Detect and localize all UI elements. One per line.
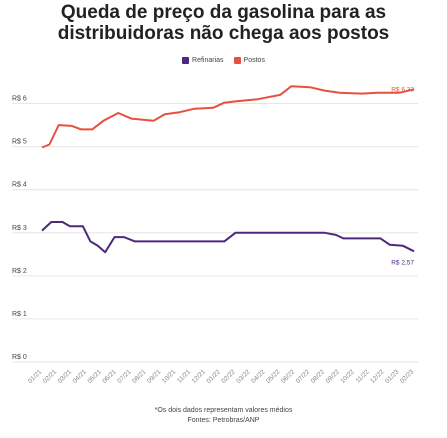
y-tick-label: R$ 6 [12,96,27,103]
y-tick-label: R$ 4 [12,182,27,189]
legend-swatch-postos [233,57,241,64]
x-tick-label: 08/22 [310,368,327,385]
x-tick-label: 11/22 [355,368,371,384]
x-tick-label: 01/21 [27,368,44,385]
legend-label-refinarias: Refinarias [192,57,224,64]
x-tick-label: 08/21 [131,368,148,385]
chart-title-line-2: distribuidoras não chega aos postos [57,23,390,44]
x-tick-label: 12/22 [369,368,386,385]
legend-swatch-refinarias [182,57,190,64]
x-tick-label: 10/22 [339,368,356,385]
x-tick-label: 02/23 [399,368,416,385]
x-tick-label: 07/22 [295,368,312,385]
y-tick-label: R$ 5 [12,139,27,146]
legend-item-postos: Postos [233,57,265,64]
x-tick-label: 09/22 [325,368,342,385]
chart-title: Queda de preço da gasolina para as distr… [0,2,447,44]
end-value-label-refinarias: R$ 2,57 [391,259,414,266]
chart-title-line-1: Queda de preço da gasolina para as [60,2,387,23]
y-tick-label: R$ 0 [12,354,27,361]
x-tick-label: 02/22 [220,368,237,385]
legend-label-postos: Postos [243,57,265,64]
x-tick-label: 01/23 [384,368,401,385]
x-tick-label: 05/22 [265,368,282,385]
series-line-refinarias [41,221,415,254]
x-tick-label: 12/21 [191,368,208,385]
x-tick-label: 11/21 [176,368,192,384]
x-tick-label: 01/22 [206,368,223,385]
x-tick-label: 06/22 [280,368,297,385]
x-tick-label: 02/21 [42,368,59,385]
chart-footnote: *Os dois dados representam valores médio… [0,406,447,426]
x-tick-label: 07/21 [116,368,133,385]
x-tick-label: 03/21 [57,368,74,385]
x-tick-label: 05/21 [86,368,103,385]
y-tick-label: R$ 2 [12,268,27,275]
x-tick-label: 04/21 [72,368,89,385]
x-tick-label: 10/21 [161,368,178,385]
y-tick-label: R$ 3 [12,225,27,232]
y-tick-label: R$ 1 [12,311,27,318]
legend-item-refinarias: Refinarias [182,57,224,64]
chart-legend: Refinarias Postos [0,57,447,64]
x-tick-label: 04/22 [250,368,267,385]
footnote-note: *Os dois dados representam valores médio… [154,407,293,414]
series-line-postos [41,85,415,149]
footnote-sources: Fontes: Petrobras/ANP [187,417,260,424]
x-tick-label: 06/21 [101,368,118,385]
x-tick-label: 09/21 [146,368,163,385]
x-tick-label: 03/22 [235,368,252,385]
end-value-label-postos: R$ 6,33 [391,86,414,93]
